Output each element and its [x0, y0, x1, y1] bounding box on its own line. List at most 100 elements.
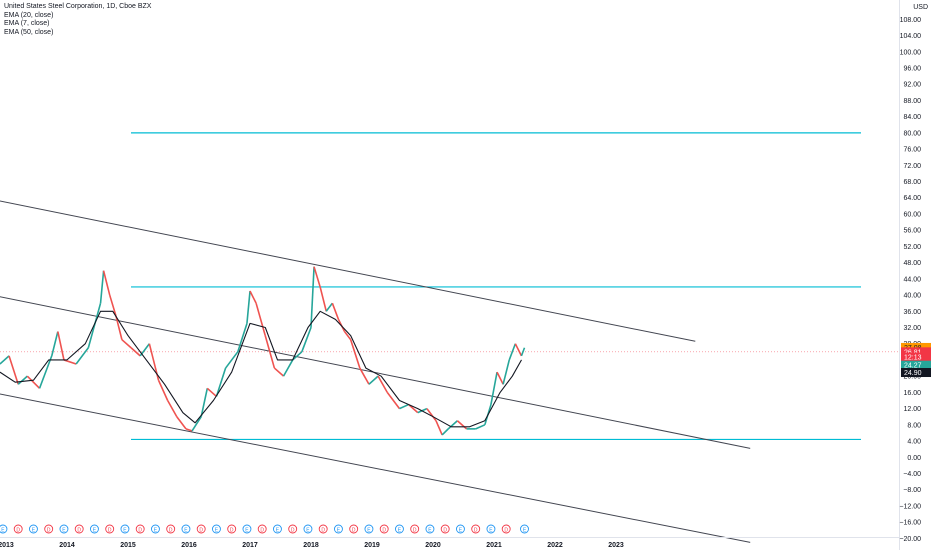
event-marker[interactable]: [471, 524, 481, 534]
y-tick-label: 12.00: [903, 406, 921, 413]
event-marker-letter: E: [1, 527, 5, 533]
event-marker[interactable]: [379, 524, 389, 534]
event-marker[interactable]: [44, 524, 54, 534]
event-marker[interactable]: [0, 524, 8, 534]
trend-channel-line[interactable]: [0, 393, 751, 543]
event-marker[interactable]: [349, 524, 359, 534]
event-marker[interactable]: [486, 524, 496, 534]
x-tick-label: 2018: [303, 542, 319, 549]
event-marker[interactable]: [29, 524, 38, 534]
price-segment: [399, 403, 409, 410]
price-segment: [456, 420, 468, 430]
event-marker[interactable]: [501, 524, 511, 534]
trend-channel-line[interactable]: [0, 200, 696, 342]
price-segment: [115, 315, 123, 340]
y-tick-label: −16.00: [899, 520, 921, 527]
y-tick-label: 36.00: [903, 309, 921, 316]
chart-title: United States Steel Corporation, 1D, Cbo…: [4, 3, 152, 10]
price-segment: [301, 327, 312, 353]
event-marker-letter: D: [504, 527, 508, 533]
price-segment: [108, 294, 117, 316]
event-marker[interactable]: [288, 524, 298, 534]
price-segment: [57, 331, 65, 361]
price-segment: [185, 428, 193, 432]
y-tick-label: 20.00: [903, 374, 921, 381]
event-marker[interactable]: [425, 524, 435, 534]
event-marker[interactable]: [318, 524, 328, 534]
price-segment: [75, 347, 89, 365]
price-segment: [224, 351, 239, 369]
event-marker[interactable]: [196, 524, 206, 534]
x-tick-label: 2023: [608, 542, 624, 549]
event-marker[interactable]: [242, 524, 252, 534]
event-marker[interactable]: [166, 524, 176, 534]
event-marker[interactable]: [105, 524, 115, 534]
event-marker[interactable]: [89, 524, 99, 534]
event-marker[interactable]: [273, 524, 282, 534]
y-tick-label: 0.00: [907, 455, 921, 462]
y-tick-label: 40.00: [903, 293, 921, 300]
legend-ema-20[interactable]: EMA (20, close): [4, 11, 54, 19]
price-tag: [901, 360, 931, 370]
event-marker[interactable]: [74, 524, 84, 534]
event-marker[interactable]: [395, 524, 404, 534]
x-tick-label: 2016: [181, 542, 197, 549]
event-marker[interactable]: [456, 524, 465, 534]
event-marker[interactable]: [303, 524, 313, 534]
y-tick-label: 64.00: [903, 195, 921, 202]
event-marker-letter: E: [123, 527, 127, 533]
price-tag: [901, 352, 931, 362]
price-segment: [264, 335, 276, 369]
price-segment: [206, 387, 217, 398]
price-segment: [121, 339, 132, 349]
x-tick-label: 2020: [425, 542, 441, 549]
price-tag: [901, 347, 931, 357]
event-marker-letter: D: [291, 527, 295, 533]
event-marker[interactable]: [364, 524, 374, 534]
price-segment: [331, 302, 340, 320]
price-segment: [490, 371, 498, 405]
event-marker[interactable]: [13, 524, 23, 534]
y-tick-label: 60.00: [903, 211, 921, 218]
y-tick-label: 4.00: [907, 439, 921, 446]
event-marker-letter: D: [321, 527, 325, 533]
price-segment: [176, 416, 187, 430]
y-tick-label: 52.00: [903, 244, 921, 251]
event-marker[interactable]: [257, 524, 267, 534]
price-segment: [200, 388, 209, 417]
y-tick-label: −20.00: [899, 536, 921, 543]
event-marker[interactable]: [211, 524, 221, 534]
x-tick-label: 2022: [547, 542, 563, 549]
event-marker-letter: E: [459, 527, 463, 533]
event-marker[interactable]: [227, 524, 237, 534]
price-segment: [386, 391, 401, 410]
price-segment: [313, 266, 321, 288]
price-segment: [191, 416, 202, 432]
legend-ema-7[interactable]: EMA (7, close): [4, 20, 50, 28]
event-marker-letter: D: [138, 527, 142, 533]
event-marker-letter: D: [352, 527, 356, 533]
event-marker[interactable]: [440, 524, 450, 534]
price-segment: [408, 403, 419, 414]
event-marker[interactable]: [181, 524, 191, 534]
event-marker[interactable]: [410, 524, 420, 534]
y-tick-label: −12.00: [899, 503, 921, 510]
event-marker[interactable]: [334, 524, 343, 534]
event-marker[interactable]: [520, 524, 529, 534]
event-marker-letter: E: [398, 527, 402, 533]
event-marker[interactable]: [150, 524, 160, 534]
event-marker[interactable]: [59, 524, 69, 534]
price-segment: [325, 302, 333, 312]
event-marker-letter: D: [230, 527, 234, 533]
event-marker-letter: E: [523, 527, 527, 533]
event-marker[interactable]: [135, 524, 145, 534]
price-segment: [249, 290, 257, 304]
legend-ema-50[interactable]: EMA (50, close): [4, 28, 54, 36]
price-segment: [496, 371, 504, 385]
y-tick-label: 80.00: [903, 130, 921, 137]
y-tick-label: 100.00: [900, 49, 922, 56]
event-marker[interactable]: [120, 524, 130, 534]
event-marker-letter: E: [93, 527, 97, 533]
price-segment: [368, 375, 379, 385]
